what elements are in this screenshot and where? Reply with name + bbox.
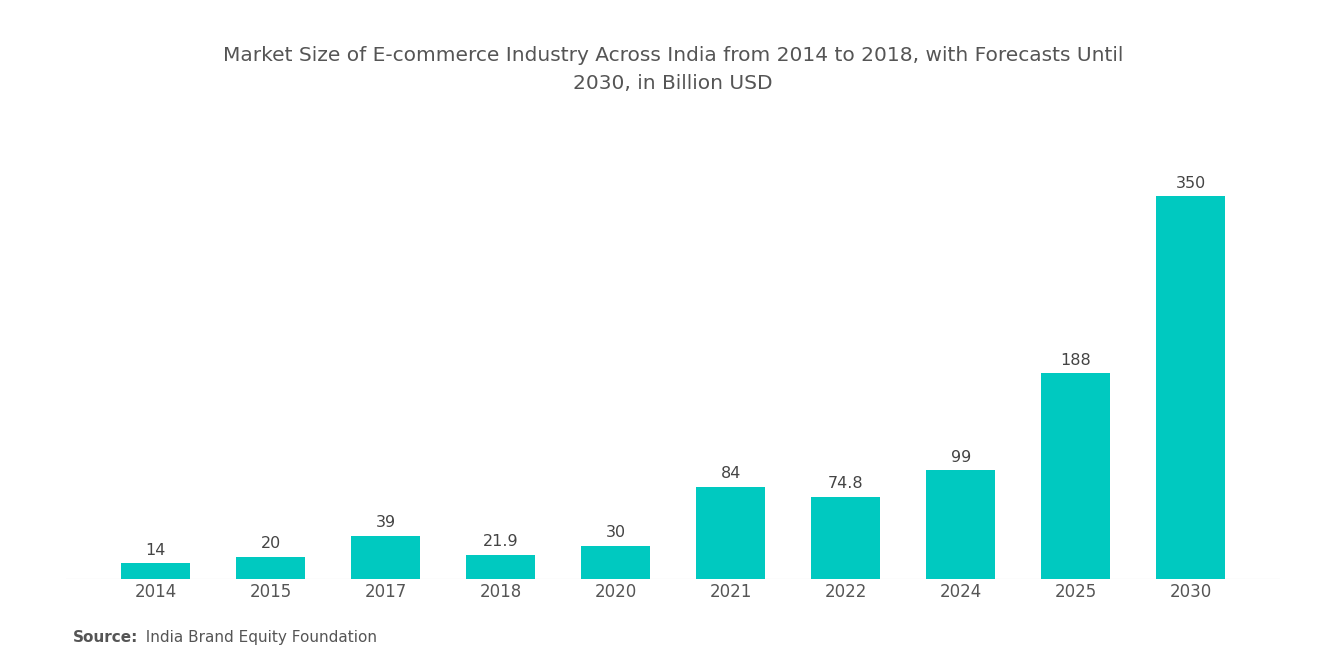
Bar (812, 497, 880, 579)
Bar (696, 487, 766, 579)
Bar (466, 555, 535, 579)
Text: 20: 20 (260, 536, 281, 551)
Text: Source:: Source: (73, 630, 139, 645)
Bar (121, 563, 190, 579)
Text: 30: 30 (606, 525, 626, 540)
Text: 350: 350 (1176, 176, 1206, 191)
Text: India Brand Equity Foundation: India Brand Equity Foundation (136, 630, 378, 645)
Text: 188: 188 (1060, 352, 1092, 368)
Text: 99: 99 (950, 450, 970, 465)
Bar (1041, 373, 1110, 579)
Text: 84: 84 (721, 466, 741, 481)
Text: 74.8: 74.8 (828, 476, 863, 491)
Bar (236, 557, 305, 579)
Text: 21.9: 21.9 (483, 534, 519, 549)
Bar (1156, 196, 1225, 579)
Text: 39: 39 (376, 515, 396, 531)
Bar (581, 546, 651, 579)
Bar (351, 536, 420, 579)
Title: Market Size of E-commerce Industry Across India from 2014 to 2018, with Forecast: Market Size of E-commerce Industry Acros… (223, 46, 1123, 93)
Bar (927, 470, 995, 579)
Text: 14: 14 (145, 543, 166, 558)
